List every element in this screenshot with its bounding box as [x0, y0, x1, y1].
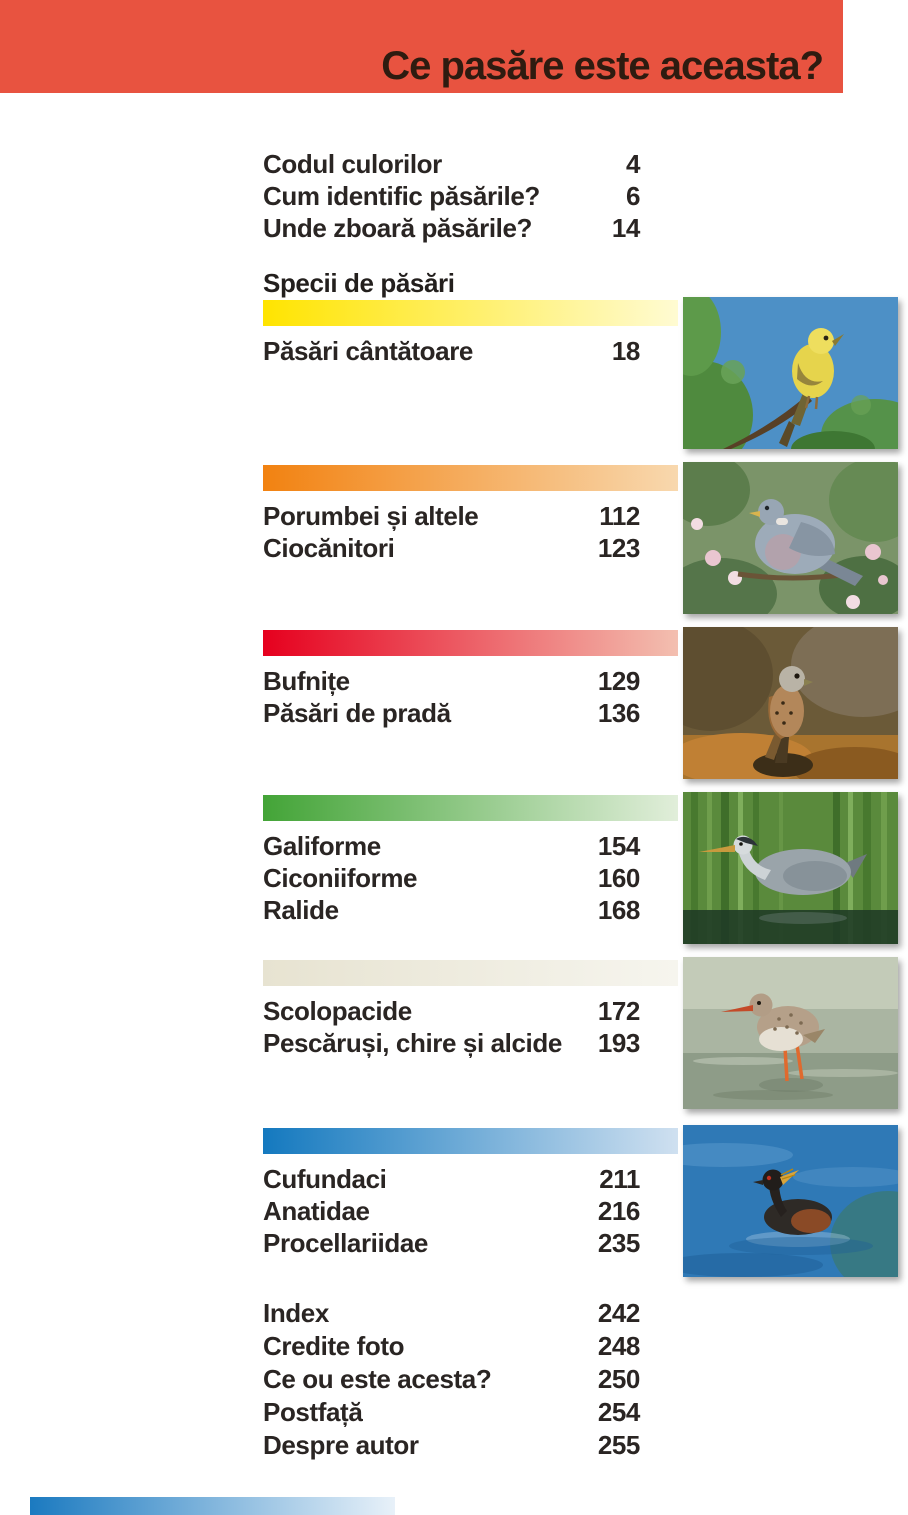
toc-entry-page: 235	[597, 1228, 641, 1258]
toc-entry: Codul culorilor 4	[263, 148, 640, 180]
section-divers-waterfowl: Cufundaci 211 Anatidae 216 Procellariida…	[0, 1125, 908, 1293]
kestrel-photo	[683, 627, 898, 779]
section-toc: Porumbei și altele 112 Ciocănitori 123	[263, 500, 640, 564]
toc-entry-label: Ciocănitori	[263, 533, 395, 563]
toc-entry-page: 6	[625, 181, 640, 211]
yellowhammer-photo	[683, 297, 898, 449]
toc-entry-label: Pescăruși, chire și alcide	[263, 1028, 562, 1058]
toc-entry-page: 112	[599, 501, 640, 531]
grey-heron-photo	[683, 792, 898, 944]
toc-entry: Ciocănitori 123	[263, 532, 640, 564]
section-color-bar-yellow	[263, 300, 678, 326]
toc-entry: Postfață 254	[263, 1396, 640, 1429]
toc-entry-label: Unde zboară păsările?	[263, 213, 533, 243]
toc-entry: Păsări cântătoare 18	[263, 335, 640, 367]
toc-entry: Unde zboară păsările? 14	[263, 212, 640, 244]
header-bar: Ce pasăre este aceasta?	[0, 0, 843, 93]
toc-entry-page: 254	[597, 1397, 641, 1427]
section-toc: Cufundaci 211 Anatidae 216 Procellariida…	[263, 1163, 640, 1259]
toc-entry: Galiforme 154	[263, 830, 640, 862]
toc-entry-page: 14	[611, 213, 641, 243]
toc-entry: Porumbei și altele 112	[263, 500, 640, 532]
redshank-photo	[683, 957, 898, 1109]
grebe-photo	[683, 1125, 898, 1277]
toc-entry-page: 172	[597, 996, 641, 1026]
toc-entry-page: 123	[597, 533, 641, 563]
toc-entry-label: Ralide	[263, 895, 339, 925]
toc-entry-label: Credite foto	[263, 1331, 405, 1361]
toc-entry-page: 18	[611, 336, 641, 366]
toc-entry-page: 248	[597, 1331, 641, 1361]
section-color-bar-orange	[263, 465, 678, 491]
toc-entry: Pescăruși, chire și alcide 193	[263, 1027, 640, 1059]
toc-entry-label: Anatidae	[263, 1196, 370, 1226]
toc-entry-page: 193	[597, 1028, 641, 1058]
section-toc: Scolopacide 172 Pescăruși, chire și alci…	[263, 995, 640, 1059]
toc-entry-label: Porumbei și altele	[263, 501, 479, 531]
intro-toc: Codul culorilor 4 Cum identific păsările…	[263, 148, 640, 244]
section-color-bar-red	[263, 630, 678, 656]
wood-pigeon-photo	[683, 462, 898, 614]
toc-entry-page: 250	[597, 1364, 641, 1394]
section-galliformes-storks-rails: Galiforme 154 Ciconiiforme 160 Ralide 16…	[0, 792, 908, 960]
toc-entry-label: Postfață	[263, 1397, 363, 1427]
toc-entry: Ciconiiforme 160	[263, 862, 640, 894]
section-color-bar-green	[263, 795, 678, 821]
toc-entry-label: Cum identific păsările?	[263, 181, 540, 211]
end-toc: Index 242 Credite foto 248 Ce ou este ac…	[263, 1297, 640, 1462]
toc-entry-page: 129	[597, 666, 641, 696]
toc-entry: Despre autor 255	[263, 1429, 640, 1462]
toc-entry: Scolopacide 172	[263, 995, 640, 1027]
toc-entry-page: 4	[625, 149, 640, 179]
toc-entry-label: Bufnițe	[263, 666, 350, 696]
page-title: Ce pasăre este aceasta?	[381, 44, 824, 88]
species-section-heading: Specii de păsări	[263, 268, 455, 298]
toc-entry: Ce ou este acesta? 250	[263, 1363, 640, 1396]
toc-entry: Index 242	[263, 1297, 640, 1330]
footer-accent-bar	[30, 1497, 395, 1515]
toc-entry-label: Codul culorilor	[263, 149, 442, 179]
section-waders-gulls: Scolopacide 172 Pescăruși, chire și alci…	[0, 957, 908, 1125]
section-toc: Galiforme 154 Ciconiiforme 160 Ralide 16…	[263, 830, 640, 926]
toc-entry-page: 168	[597, 895, 641, 925]
toc-entry-page: 160	[597, 863, 641, 893]
section-toc: Păsări cântătoare 18	[263, 335, 640, 367]
toc-entry-page: 211	[599, 1164, 640, 1194]
toc-entry-page: 242	[597, 1298, 641, 1328]
toc-entry-label: Index	[263, 1298, 329, 1328]
toc-entry-label: Păsări de pradă	[263, 698, 451, 728]
toc-entry: Bufnițe 129	[263, 665, 640, 697]
section-songbirds: Păsări cântătoare 18	[0, 297, 908, 465]
toc-entry-label: Ciconiiforme	[263, 863, 418, 893]
section-toc: Bufnițe 129 Păsări de pradă 136	[263, 665, 640, 729]
section-color-bar-blue	[263, 1128, 678, 1154]
toc-entry: Cufundaci 211	[263, 1163, 640, 1195]
toc-entry: Procellariidae 235	[263, 1227, 640, 1259]
toc-entry-label: Scolopacide	[263, 996, 412, 1026]
toc-entry: Ralide 168	[263, 894, 640, 926]
toc-entry: Credite foto 248	[263, 1330, 640, 1363]
toc-entry-label: Despre autor	[263, 1430, 419, 1460]
toc-entry: Păsări de pradă 136	[263, 697, 640, 729]
section-owls-raptors: Bufnițe 129 Păsări de pradă 136	[0, 627, 908, 795]
toc-entry-label: Procellariidae	[263, 1228, 428, 1258]
toc-entry-label: Ce ou este acesta?	[263, 1364, 492, 1394]
toc-entry-page: 255	[597, 1430, 641, 1460]
toc-entry-page: 154	[597, 831, 641, 861]
toc-entry: Cum identific păsările? 6	[263, 180, 640, 212]
toc-entry-label: Păsări cântătoare	[263, 336, 473, 366]
toc-entry: Anatidae 216	[263, 1195, 640, 1227]
section-color-bar-beige	[263, 960, 678, 986]
toc-entry-page: 136	[597, 698, 641, 728]
toc-entry-label: Cufundaci	[263, 1164, 387, 1194]
section-pigeons-woodpeckers: Porumbei și altele 112 Ciocănitori 123	[0, 462, 908, 630]
toc-entry-page: 216	[597, 1196, 641, 1226]
toc-entry-label: Galiforme	[263, 831, 381, 861]
